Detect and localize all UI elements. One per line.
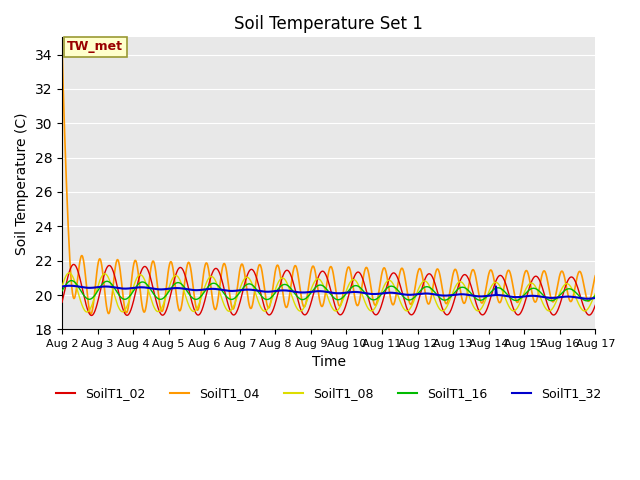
SoilT1_02 <box>88 312 95 318</box>
SoilT1_32 <box>481 293 489 299</box>
SoilT1_08 <box>482 297 490 303</box>
SoilT1_04 <box>87 311 95 317</box>
SoilT1_08 <box>65 270 73 276</box>
SoilT1_02 <box>482 309 490 315</box>
SoilT1_02 <box>58 300 66 305</box>
SoilT1_16 <box>481 295 489 301</box>
SoilT1_32 <box>164 286 172 292</box>
SoilT1_32 <box>583 296 591 301</box>
SoilT1_16 <box>237 288 244 294</box>
Text: TW_met: TW_met <box>67 40 124 53</box>
SoilT1_32 <box>67 283 74 288</box>
SoilT1_02 <box>237 296 245 301</box>
SoilT1_02 <box>591 302 599 308</box>
SoilT1_16 <box>412 293 419 299</box>
SoilT1_02 <box>529 276 536 282</box>
SoilT1_04 <box>164 270 172 276</box>
SoilT1_08 <box>58 284 66 289</box>
SoilT1_08 <box>177 281 185 287</box>
SoilT1_08 <box>591 291 599 297</box>
SoilT1_32 <box>177 286 185 291</box>
SoilT1_02 <box>164 301 172 307</box>
SoilT1_02 <box>70 262 77 267</box>
SoilT1_08 <box>529 280 536 286</box>
SoilT1_08 <box>164 286 172 292</box>
Line: SoilT1_04: SoilT1_04 <box>62 42 595 314</box>
SoilT1_04 <box>591 273 599 279</box>
SoilT1_16 <box>58 288 66 294</box>
SoilT1_32 <box>529 293 536 299</box>
SoilT1_08 <box>237 283 245 288</box>
Y-axis label: Soil Temperature (C): Soil Temperature (C) <box>15 112 29 254</box>
SoilT1_16 <box>67 278 75 284</box>
SoilT1_04 <box>58 39 66 45</box>
SoilT1_04 <box>529 291 536 297</box>
SoilT1_16 <box>591 293 599 299</box>
Line: SoilT1_02: SoilT1_02 <box>62 264 595 315</box>
Line: SoilT1_08: SoilT1_08 <box>62 273 595 312</box>
SoilT1_04 <box>177 306 185 312</box>
SoilT1_16 <box>529 286 536 291</box>
SoilT1_32 <box>58 284 66 289</box>
Line: SoilT1_32: SoilT1_32 <box>62 286 595 299</box>
SoilT1_02 <box>412 306 420 312</box>
Title: Soil Temperature Set 1: Soil Temperature Set 1 <box>234 15 423 33</box>
Legend: SoilT1_02, SoilT1_04, SoilT1_08, SoilT1_16, SoilT1_32: SoilT1_02, SoilT1_04, SoilT1_08, SoilT1_… <box>51 382 606 405</box>
SoilT1_08 <box>412 293 420 299</box>
SoilT1_32 <box>412 291 419 297</box>
Line: SoilT1_16: SoilT1_16 <box>62 281 595 301</box>
SoilT1_02 <box>177 265 185 271</box>
SoilT1_32 <box>591 295 599 301</box>
SoilT1_32 <box>237 288 244 293</box>
SoilT1_16 <box>164 290 172 296</box>
X-axis label: Time: Time <box>312 355 346 369</box>
SoilT1_04 <box>412 282 419 288</box>
SoilT1_16 <box>177 281 185 287</box>
SoilT1_04 <box>481 290 489 296</box>
SoilT1_16 <box>583 298 591 304</box>
SoilT1_08 <box>83 309 91 315</box>
SoilT1_04 <box>237 264 244 269</box>
